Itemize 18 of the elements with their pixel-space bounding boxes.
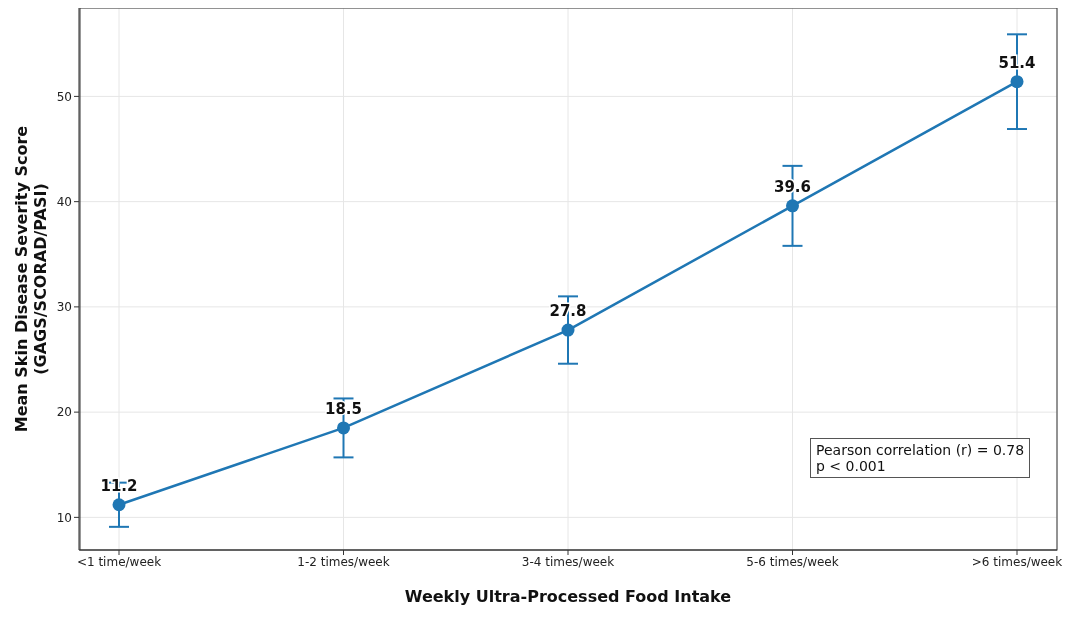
y-tick-label: 50 xyxy=(56,89,72,104)
point xyxy=(561,323,575,337)
y-tick-label: 20 xyxy=(56,405,72,420)
x-axis-title: Weekly Ultra-Processed Food Intake xyxy=(404,587,732,606)
point xyxy=(112,498,126,512)
x-tick-label: 5-6 times/week xyxy=(746,554,839,569)
point xyxy=(1010,75,1024,89)
y-tick-label: 10 xyxy=(56,510,72,525)
point xyxy=(786,199,799,213)
x-tick-label: <1 time/week xyxy=(76,554,162,569)
annotation: Pearson correlation (r) = 0.78 p < 0.001 xyxy=(810,438,1031,478)
x-tick-label: 1-2 times/week xyxy=(297,554,390,569)
y-tick-label: 40 xyxy=(56,194,72,209)
point xyxy=(337,421,350,435)
y-axis-title: Mean Skin Disease Severity Score (GAGS/SCORAD/PASI) xyxy=(12,125,50,433)
x-tick-label: 3-4 times/week xyxy=(521,554,615,569)
x-tick-label: >6 times/week xyxy=(971,554,1063,569)
y-tick-label: 30 xyxy=(56,300,72,315)
